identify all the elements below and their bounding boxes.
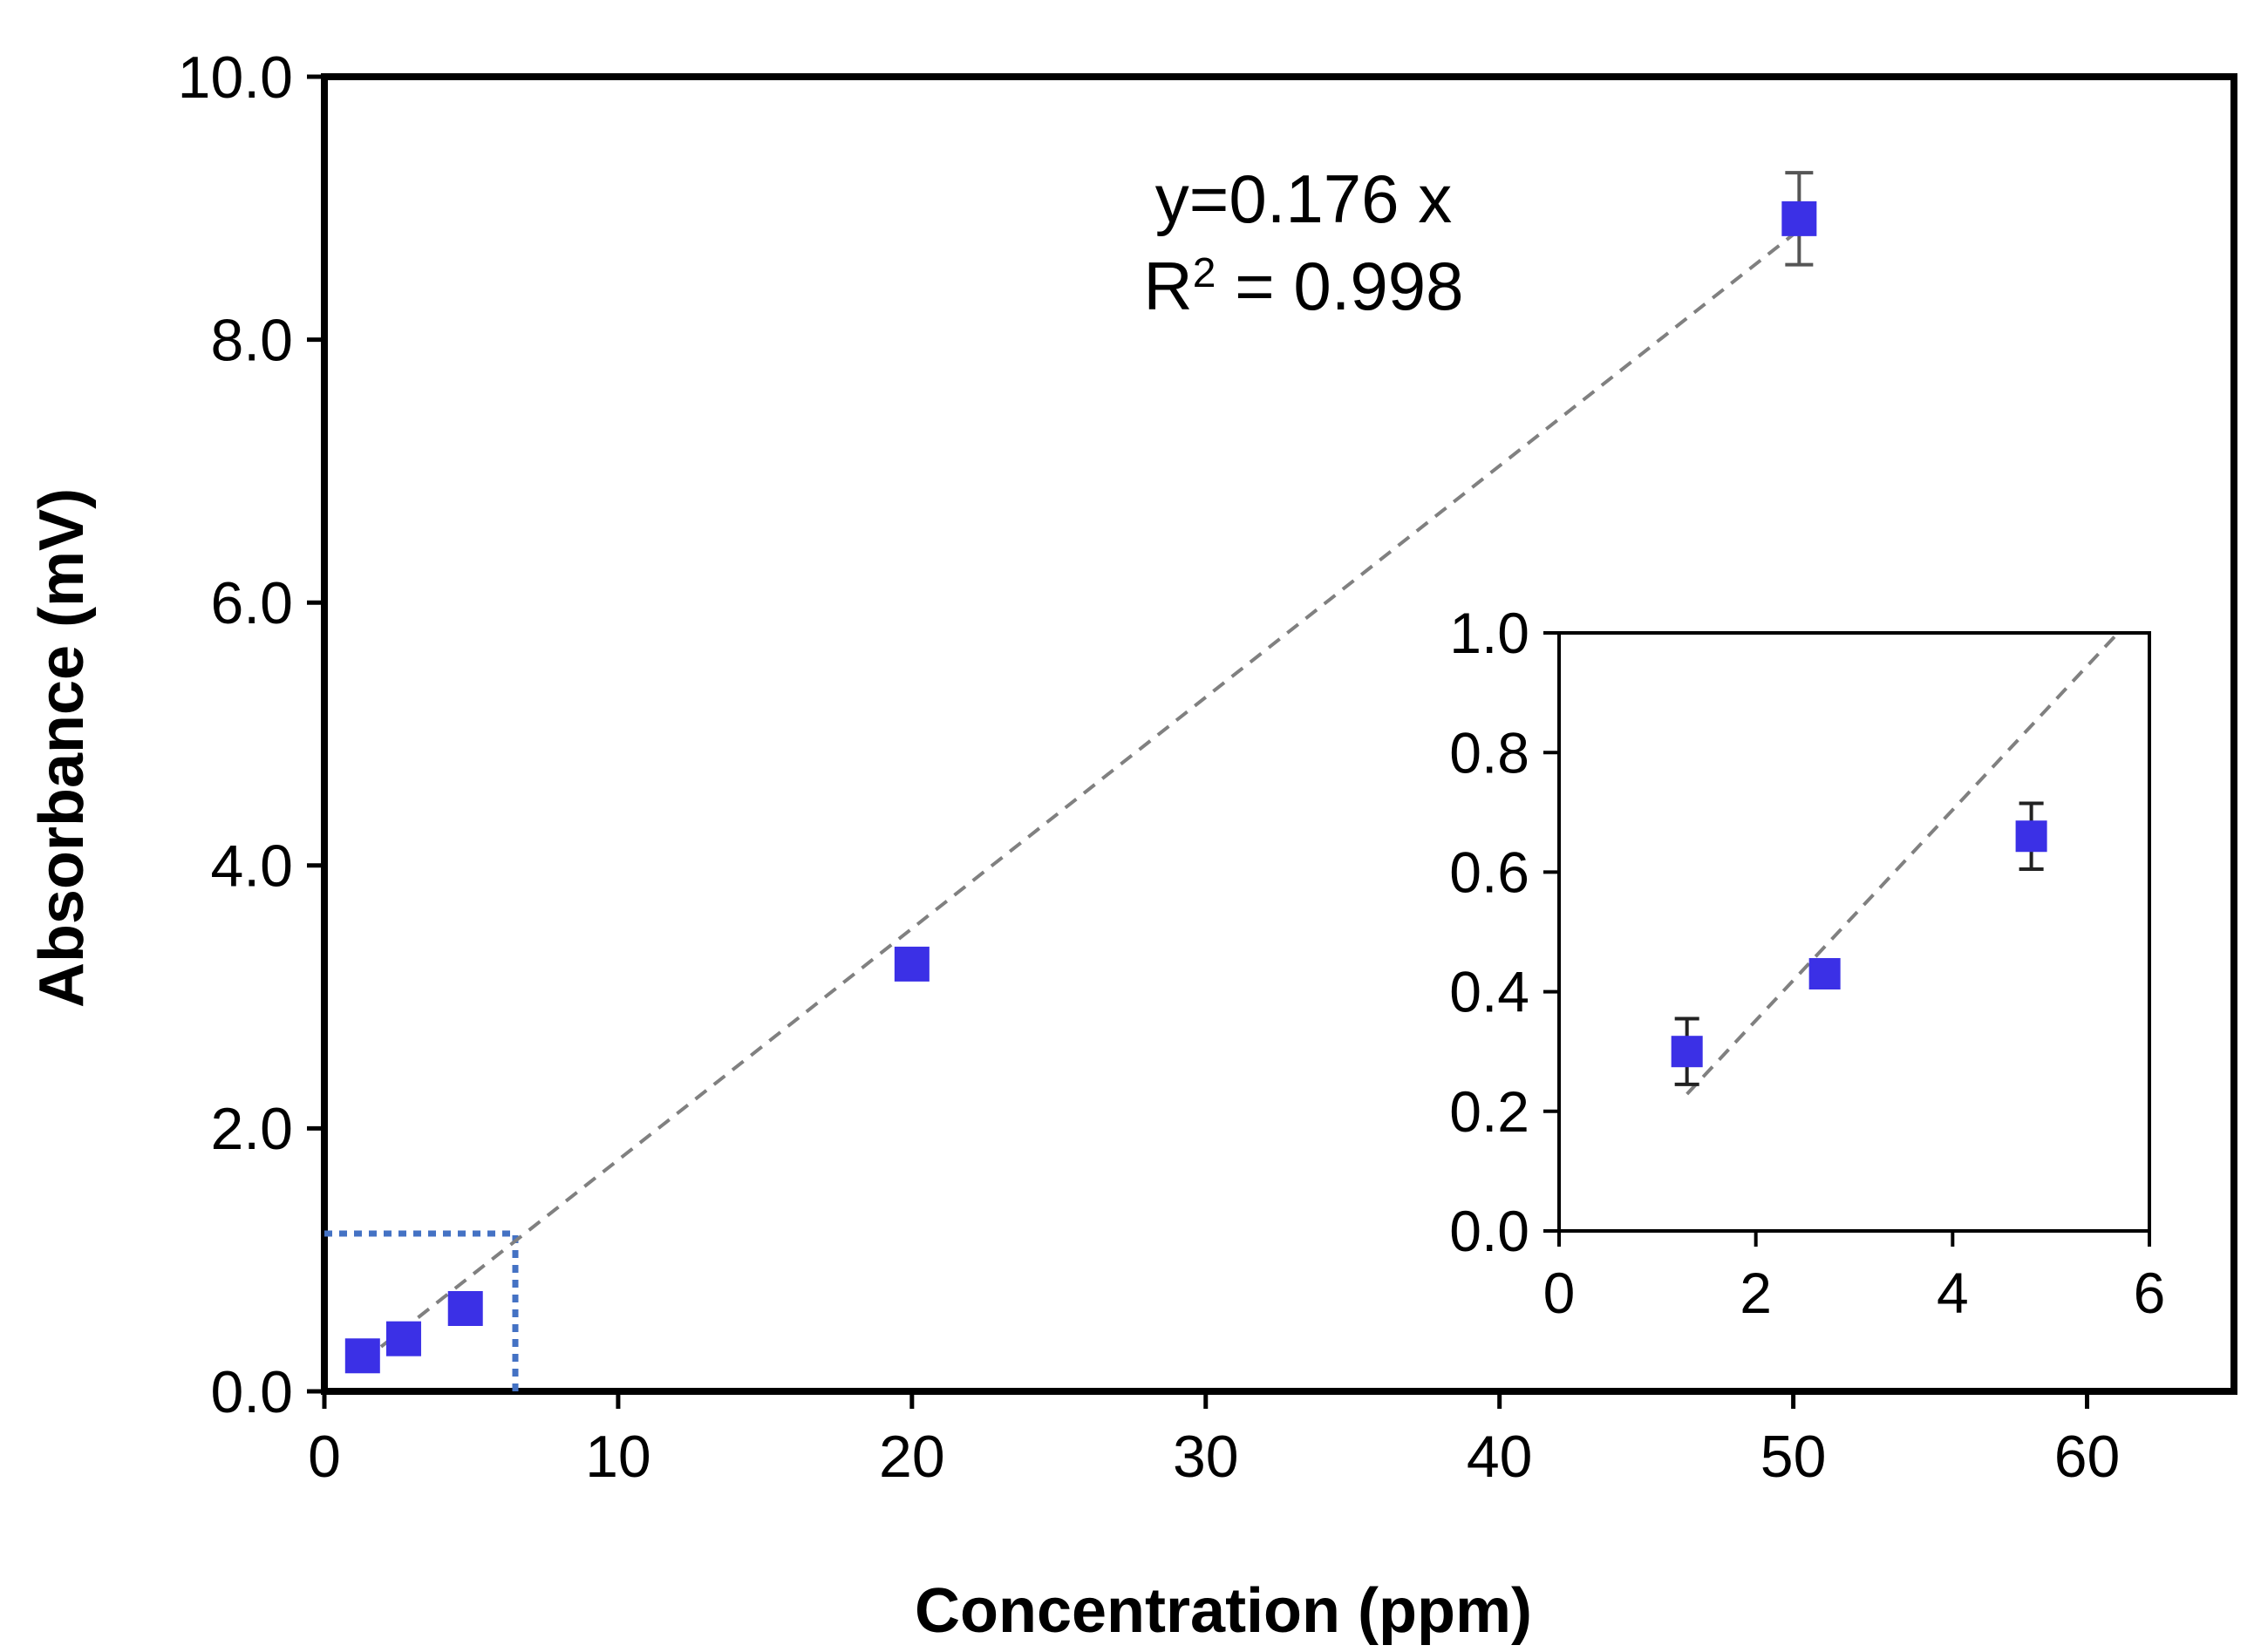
x-tick-label: 20 — [879, 1424, 945, 1490]
x-axis-title: Concentration (ppm) — [915, 1576, 1532, 1646]
equation-line-1: y=0.176 x — [1155, 160, 1452, 237]
x-tick-label: 0 — [308, 1424, 341, 1490]
y-tick-label: 4.0 — [210, 833, 293, 900]
inset-data-point — [2015, 820, 2047, 853]
equation-r2-value: = 0.998 — [1216, 248, 1463, 324]
data-point — [894, 946, 930, 982]
y-tick-label: 6.0 — [210, 570, 293, 636]
inset-fit-line — [1686, 629, 2121, 1096]
inset-y-tick-label: 0.0 — [1449, 1199, 1529, 1263]
x-tick-label: 60 — [2054, 1424, 2121, 1490]
inset-data-point — [1808, 958, 1841, 990]
inset-plot-frame — [1557, 631, 2151, 1233]
inset-x-tick-label: 4 — [1937, 1261, 1969, 1325]
data-point — [385, 1321, 421, 1356]
inset-y-tick-label: 0.8 — [1449, 720, 1529, 785]
data-point — [1781, 201, 1817, 236]
x-tick-label: 10 — [585, 1424, 651, 1490]
equation-line-2: R2 = 0.998 — [1143, 248, 1463, 324]
inset-data-point — [1671, 1036, 1703, 1068]
inset-x-tick-label: 0 — [1543, 1261, 1576, 1325]
y-axis-title: Absorbance (mV) — [27, 488, 97, 1008]
data-point — [344, 1338, 380, 1374]
plot-frame — [321, 73, 2237, 1395]
y-tick-label: 8.0 — [210, 307, 293, 373]
equation-r: R — [1143, 248, 1192, 324]
zoom-region-marker — [324, 1230, 519, 1391]
inset-y-tick-label: 0.4 — [1449, 960, 1529, 1024]
x-tick-label: 40 — [1467, 1424, 1533, 1490]
x-tick-label: 50 — [1760, 1424, 1827, 1490]
inset-x-tick-label: 2 — [1740, 1261, 1772, 1325]
inset-y-tick-label: 0.2 — [1449, 1079, 1529, 1144]
inset-plot: 0.0 0.2 0.4 0.6 0.8 1.0 0 2 4 6 — [1449, 601, 2165, 1325]
y-tick-label: 2.0 — [210, 1096, 293, 1162]
inset-y-tick-label: 0.6 — [1449, 840, 1529, 905]
data-point — [447, 1290, 483, 1326]
fit-line — [361, 228, 1801, 1363]
equation-superscript: 2 — [1193, 250, 1216, 296]
inset-x-tick-label: 6 — [2134, 1261, 2166, 1325]
x-tick-label: 30 — [1173, 1424, 1239, 1490]
y-tick-label: 10.0 — [178, 44, 293, 111]
inset-y-tick-label: 1.0 — [1449, 601, 1529, 665]
y-tick-label: 0.0 — [210, 1359, 293, 1425]
main-plot: 0.02.04.06.08.010.00 10 20 30 40 50 60 — [178, 44, 2237, 1490]
